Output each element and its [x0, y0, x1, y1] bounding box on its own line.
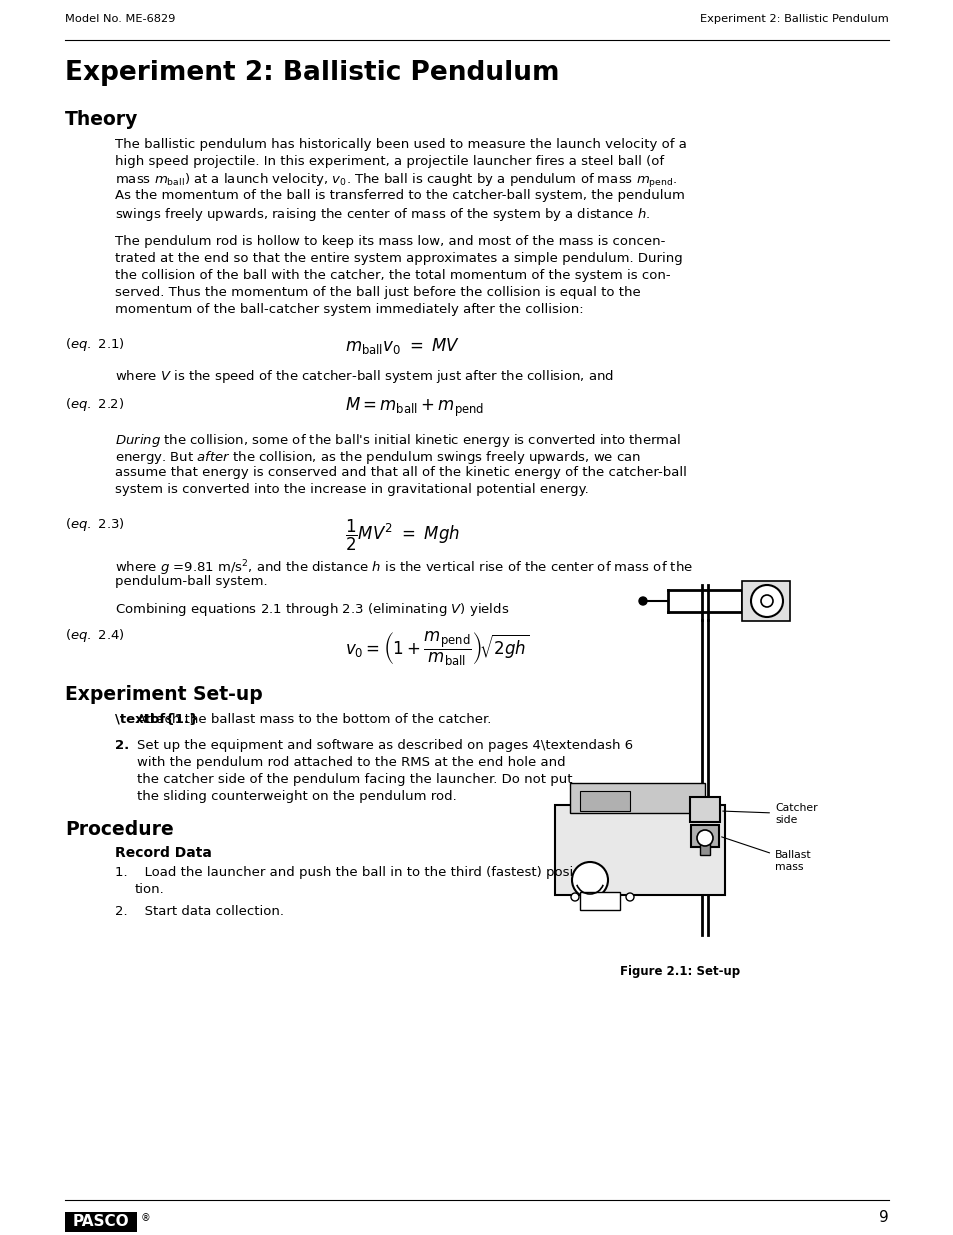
Text: trated at the end so that the entire system approximates a simple pendulum. Duri: trated at the end so that the entire sys… — [115, 252, 682, 266]
Text: with the pendulum rod attached to the RMS at the end hole and: with the pendulum rod attached to the RM… — [137, 756, 565, 769]
Bar — [65, 1212, 137, 1233]
Text: the collision of the ball with the catcher, the total momentum of the system is : the collision of the ball with the catch… — [115, 269, 670, 282]
Bar — [700, 844, 709, 855]
Text: 2.    Start data collection.: 2. Start data collection. — [115, 905, 284, 918]
Text: \textbf{1.}: \textbf{1.} — [115, 713, 198, 726]
Text: high speed projectile. In this experiment, a projectile launcher fires a steel b: high speed projectile. In this experimen… — [115, 156, 663, 168]
Text: served. Thus the momentum of the ball just before the collision is equal to the: served. Thus the momentum of the ball ju… — [115, 287, 640, 299]
Bar — [579, 892, 619, 910]
Text: pendulum-ball system.: pendulum-ball system. — [115, 576, 268, 588]
Text: $M = m_\mathrm{ball} + m_\mathrm{pend}$: $M = m_\mathrm{ball} + m_\mathrm{pend}$ — [345, 396, 484, 419]
Text: Procedure: Procedure — [65, 820, 173, 839]
Text: tion.: tion. — [135, 883, 165, 897]
Text: Theory: Theory — [65, 110, 138, 128]
Text: Set up the equipment and software as described on pages 4\textendash 6: Set up the equipment and software as des… — [137, 739, 633, 752]
Text: Model No. ME-6829: Model No. ME-6829 — [65, 14, 175, 23]
Text: where $V$ is the speed of the catcher-ball system just after the collision, and: where $V$ is the speed of the catcher-ba… — [115, 368, 614, 385]
Bar — [579, 790, 629, 811]
Bar — [741, 580, 789, 621]
Text: momentum of the ball-catcher system immediately after the collision:: momentum of the ball-catcher system imme… — [115, 303, 583, 316]
Circle shape — [639, 597, 646, 605]
Text: The pendulum rod is hollow to keep its mass low, and most of the mass is concen-: The pendulum rod is hollow to keep its m… — [115, 235, 664, 248]
Text: $\mathit{During}$ the collision, some of the ball's initial kinetic energy is co: $\mathit{During}$ the collision, some of… — [115, 432, 680, 450]
Text: where $g$ =9.81 m/s$^2$, and the distance $h$ is the vertical rise of the center: where $g$ =9.81 m/s$^2$, and the distanc… — [115, 558, 692, 578]
Text: Catcher
side: Catcher side — [722, 803, 817, 825]
Circle shape — [760, 595, 772, 606]
Text: As the momentum of the ball is transferred to the catcher-ball system, the pendu: As the momentum of the ball is transferr… — [115, 189, 684, 203]
Text: $(eq.\ 2.1)$: $(eq.\ 2.1)$ — [65, 336, 125, 353]
Text: $v_0 = \left(1 + \dfrac{m_\mathrm{pend}}{m_\mathrm{ball}}\right)\!\sqrt{2gh}$: $v_0 = \left(1 + \dfrac{m_\mathrm{pend}}… — [345, 630, 529, 668]
Text: $(eq.\ 2.2)$: $(eq.\ 2.2)$ — [65, 396, 124, 412]
Text: Combining equations 2.1 through 2.3 (eliminating $V$) yields: Combining equations 2.1 through 2.3 (eli… — [115, 601, 509, 618]
Text: ®: ® — [141, 1213, 151, 1223]
Circle shape — [572, 862, 607, 898]
Circle shape — [625, 893, 634, 902]
Circle shape — [750, 585, 782, 618]
Text: Ballast
mass: Ballast mass — [720, 837, 811, 872]
Text: energy. But $\mathit{after}$ the collision, as the pendulum swings freely upward: energy. But $\mathit{after}$ the collisi… — [115, 450, 640, 466]
Text: The ballistic pendulum has historically been used to measure the launch velocity: The ballistic pendulum has historically … — [115, 138, 686, 151]
Text: $(eq.\ 2.3)$: $(eq.\ 2.3)$ — [65, 516, 125, 534]
Text: 9: 9 — [879, 1210, 888, 1225]
Text: assume that energy is conserved and that all of the kinetic energy of the catche: assume that energy is conserved and that… — [115, 466, 686, 479]
Text: system is converted into the increase in gravitational potential energy.: system is converted into the increase in… — [115, 483, 588, 496]
Text: 1.    Load the launcher and push the ball in to the third (fastest) posi-: 1. Load the launcher and push the ball i… — [115, 866, 578, 879]
Text: PASCO: PASCO — [72, 1214, 130, 1230]
Bar — [690, 825, 719, 847]
Text: $(eq.\ 2.4)$: $(eq.\ 2.4)$ — [65, 627, 125, 643]
Text: $m_\mathrm{ball}v_0\ =\ MV$: $m_\mathrm{ball}v_0\ =\ MV$ — [345, 336, 460, 356]
Text: mass $m_\mathrm{ball}$) at a launch velocity, $v_0$. The ball is caught by a pen: mass $m_\mathrm{ball}$) at a launch velo… — [115, 172, 677, 190]
Text: Figure 2.1: Set-up: Figure 2.1: Set-up — [619, 965, 740, 978]
Text: the sliding counterweight on the pendulum rod.: the sliding counterweight on the pendulu… — [137, 790, 456, 803]
Text: 2.: 2. — [115, 739, 129, 752]
Text: Experiment 2: Ballistic Pendulum: Experiment 2: Ballistic Pendulum — [65, 61, 558, 86]
Bar — [569, 783, 704, 813]
Text: Attach the ballast mass to the bottom of the catcher.: Attach the ballast mass to the bottom of… — [137, 713, 491, 726]
Text: swings freely upwards, raising the center of mass of the system by a distance $h: swings freely upwards, raising the cente… — [115, 206, 650, 224]
Text: Record Data: Record Data — [115, 846, 212, 860]
Circle shape — [697, 830, 712, 846]
Bar — [689, 797, 720, 823]
FancyBboxPatch shape — [555, 805, 724, 895]
Text: Experiment 2: Ballistic Pendulum: Experiment 2: Ballistic Pendulum — [700, 14, 888, 23]
Text: the catcher side of the pendulum facing the launcher. Do not put: the catcher side of the pendulum facing … — [137, 773, 572, 785]
Text: Experiment Set-up: Experiment Set-up — [65, 685, 262, 704]
Text: $\dfrac{1}{2}MV^2\ =\ Mgh$: $\dfrac{1}{2}MV^2\ =\ Mgh$ — [345, 517, 459, 553]
Circle shape — [571, 893, 578, 902]
